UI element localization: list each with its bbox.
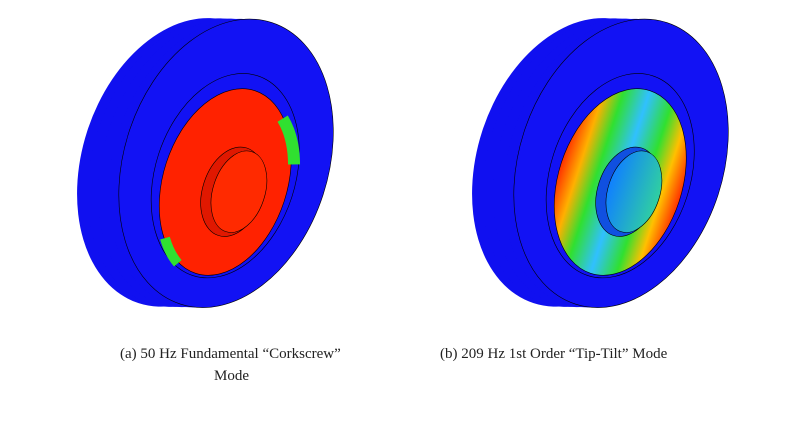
figure-page: (a) 50 Hz Fundamental “Corkscrew” Mode (… xyxy=(0,0,795,421)
caption-label: (b) xyxy=(440,346,458,362)
part-image-a xyxy=(0,0,400,340)
caption-label: (a) xyxy=(120,346,137,362)
caption-a: (a) 50 Hz Fundamental “Corkscrew” xyxy=(120,346,341,363)
caption-b: (b) 209 Hz 1st Order “Tip-Tilt” Mode xyxy=(440,346,667,363)
caption-a-line2: Mode xyxy=(214,368,249,385)
caption-text: 209 Hz 1st Order “Tip-Tilt” Mode xyxy=(461,346,667,362)
part-image-b xyxy=(395,0,795,340)
caption-text: 50 Hz Fundamental “Corkscrew” xyxy=(140,346,340,362)
